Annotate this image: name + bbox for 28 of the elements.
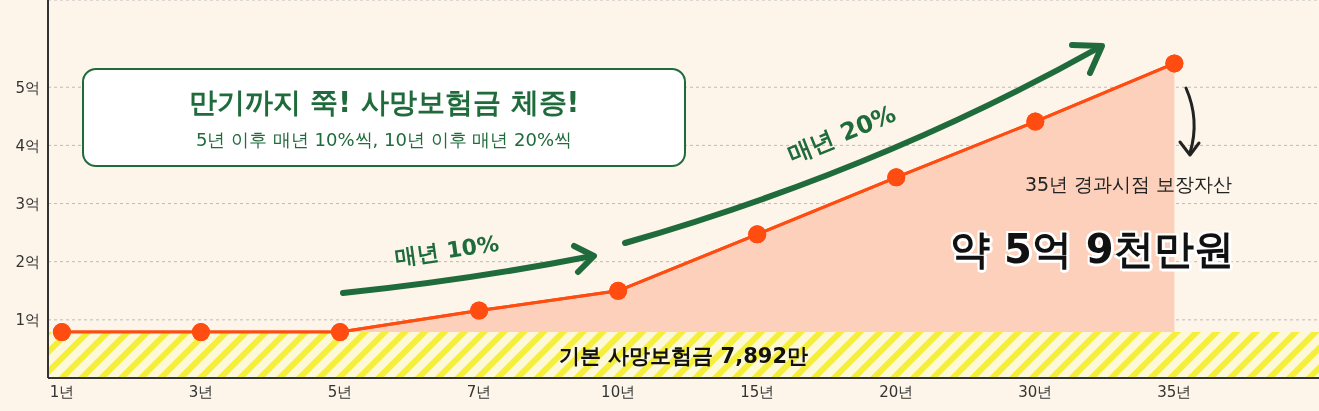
- annotation: 35년 경과시점 보장자산: [1025, 172, 1233, 197]
- point: [191, 323, 210, 342]
- annotation: 매년 20%: [783, 98, 901, 171]
- x-tick-label: 5년: [327, 382, 353, 401]
- point: [52, 323, 71, 342]
- x-tick-label: 30년: [1018, 382, 1053, 401]
- x-tick-label: 1년: [49, 382, 75, 401]
- y-tick-label: 4억: [15, 136, 40, 155]
- x-tick-label: 15년: [740, 382, 775, 401]
- point: [470, 301, 489, 320]
- x-tick-label: 3년: [188, 382, 214, 401]
- point: [331, 323, 350, 342]
- title-box: 만기까지 쭉! 사망보험금 체증! 5년 이후 매년 10%씩, 10년 이후 매년 20%씩: [82, 68, 686, 167]
- y-tick-label: 5억: [15, 78, 40, 97]
- point: [1026, 112, 1045, 131]
- annotation: 매년 10%: [393, 229, 501, 273]
- x-tick-label: 20년: [879, 382, 914, 401]
- x-tick-label: 7년: [466, 382, 492, 401]
- point: [609, 281, 628, 300]
- y-tick-label: 3억: [15, 194, 40, 213]
- annotation: 약 5억 9천만원: [950, 225, 1234, 274]
- x-tick-label: 35년: [1157, 382, 1192, 401]
- y-tick-label: 1억: [15, 311, 40, 330]
- point: [748, 225, 767, 244]
- point: [887, 168, 906, 187]
- x-tick-label: 10년: [601, 382, 636, 401]
- point: [1165, 54, 1184, 73]
- y-tick-label: 2억: [15, 253, 40, 272]
